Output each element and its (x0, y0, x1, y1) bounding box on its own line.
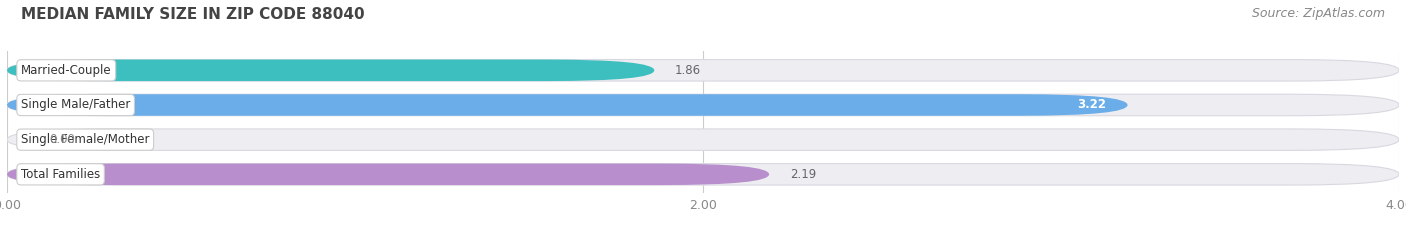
FancyBboxPatch shape (7, 94, 1128, 116)
Text: Married-Couple: Married-Couple (21, 64, 111, 77)
Text: 3.22: 3.22 (1077, 99, 1107, 112)
FancyBboxPatch shape (7, 60, 654, 81)
Text: 0.00: 0.00 (49, 133, 75, 146)
Text: 1.86: 1.86 (675, 64, 702, 77)
Text: Total Families: Total Families (21, 168, 100, 181)
FancyBboxPatch shape (7, 164, 769, 185)
Text: Source: ZipAtlas.com: Source: ZipAtlas.com (1251, 7, 1385, 20)
Text: Single Male/Father: Single Male/Father (21, 99, 131, 112)
Text: Single Female/Mother: Single Female/Mother (21, 133, 149, 146)
FancyBboxPatch shape (7, 129, 1399, 151)
FancyBboxPatch shape (7, 164, 1399, 185)
FancyBboxPatch shape (7, 60, 1399, 81)
Text: MEDIAN FAMILY SIZE IN ZIP CODE 88040: MEDIAN FAMILY SIZE IN ZIP CODE 88040 (21, 7, 364, 22)
FancyBboxPatch shape (7, 94, 1399, 116)
Text: 2.19: 2.19 (790, 168, 817, 181)
